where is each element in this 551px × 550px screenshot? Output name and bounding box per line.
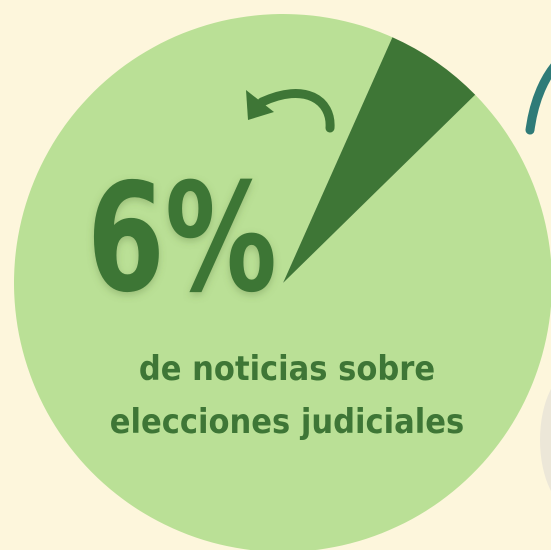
arrow — [257, 89, 335, 133]
pie-slice — [14, 14, 551, 550]
arrow-head — [246, 90, 274, 120]
percent-label: 6% — [87, 152, 277, 326]
annotation-line: elecciones judiciales — [110, 402, 464, 442]
pie — [14, 14, 551, 550]
annotation-line: de noticias sobre — [139, 349, 435, 389]
pie-slice — [283, 37, 476, 283]
decoration-shape — [540, 389, 551, 491]
decoration-curve — [525, 63, 551, 135]
